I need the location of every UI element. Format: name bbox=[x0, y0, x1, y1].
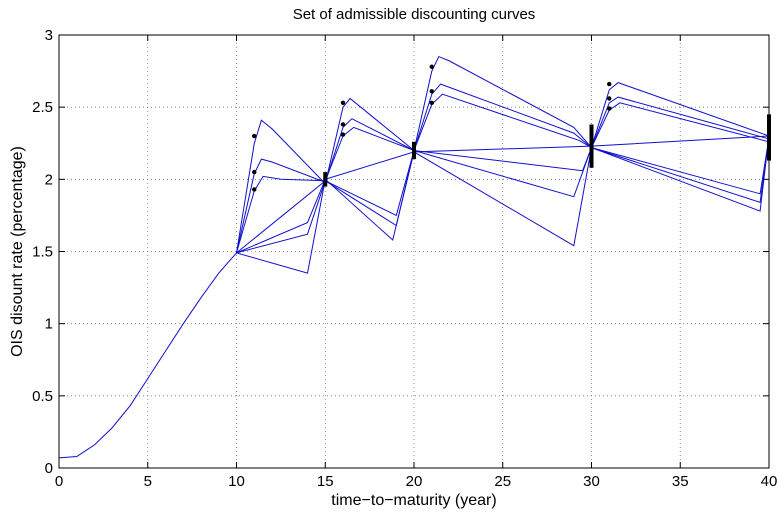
grid-layer bbox=[59, 35, 769, 468]
x-axis-label: time−to−maturity (year) bbox=[331, 492, 496, 509]
calibration-marker bbox=[340, 132, 346, 137]
x-tick-label: 35 bbox=[672, 473, 689, 490]
discount-curve bbox=[236, 137, 770, 254]
x-tick-label: 0 bbox=[55, 473, 63, 490]
calibration-marker bbox=[429, 89, 434, 94]
y-tick-label: 1.5 bbox=[32, 244, 53, 261]
y-tick-label: 3 bbox=[45, 27, 53, 44]
x-tick-label: 25 bbox=[494, 473, 511, 490]
y-tick-label: 1 bbox=[45, 316, 53, 333]
calibration-marker bbox=[607, 96, 612, 101]
chart-title: Set of admissible discounting curves bbox=[293, 6, 536, 23]
calibration-marker bbox=[340, 100, 346, 106]
calibration-marker bbox=[429, 100, 434, 106]
calibration-marker bbox=[607, 81, 612, 87]
tick-layer: 0 5 10 15 20 25 30 35 40 0 0.5 1 1.5 2 2.5 3 bbox=[32, 27, 777, 490]
errorbar-layer bbox=[323, 114, 771, 187]
x-tick-label: 15 bbox=[317, 473, 334, 490]
discount-curve bbox=[236, 135, 770, 274]
y-axis-label: OIS disount rate (percentage) bbox=[9, 146, 26, 357]
x-tick-label: 5 bbox=[144, 473, 152, 490]
calibration-marker bbox=[340, 122, 346, 127]
y-tick-label: 0.5 bbox=[32, 388, 53, 405]
y-tick-label: 0 bbox=[45, 460, 53, 477]
x-tick-label: 10 bbox=[228, 473, 245, 490]
calibration-marker bbox=[252, 169, 257, 175]
calibration-marker bbox=[252, 187, 257, 192]
discount-curve bbox=[236, 93, 770, 254]
x-tick-label: 40 bbox=[761, 473, 778, 490]
y-tick-label: 2.5 bbox=[32, 99, 53, 116]
calibration-marker bbox=[607, 106, 612, 111]
x-tick-label: 30 bbox=[583, 473, 600, 490]
x-tick-label: 20 bbox=[406, 473, 423, 490]
calibration-marker bbox=[252, 133, 257, 139]
marker-layer bbox=[252, 64, 612, 192]
calibration-marker bbox=[429, 64, 434, 69]
common-curve-segment bbox=[58, 252, 237, 459]
y-tick-label: 2 bbox=[45, 171, 53, 188]
curve-layer bbox=[58, 55, 770, 459]
